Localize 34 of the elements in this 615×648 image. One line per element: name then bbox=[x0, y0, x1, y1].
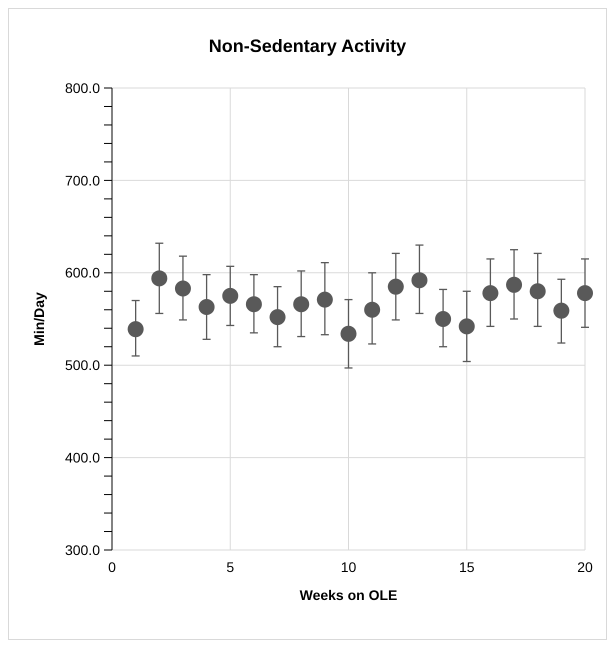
point bbox=[530, 283, 546, 300]
point bbox=[198, 298, 215, 315]
x-tick-label: 0 bbox=[108, 559, 116, 575]
y-tick-label: 600.0 bbox=[64, 264, 100, 281]
x-tick-label: 10 bbox=[340, 559, 356, 575]
point bbox=[364, 302, 380, 318]
chart-title: Non-Sedentary Activity bbox=[208, 36, 406, 56]
y-tick-label: 800.0 bbox=[64, 80, 100, 96]
point bbox=[174, 280, 191, 297]
point bbox=[388, 278, 404, 295]
point bbox=[506, 276, 522, 293]
point bbox=[151, 270, 168, 286]
point bbox=[246, 296, 262, 312]
point bbox=[270, 309, 286, 326]
y-tick-label: 400.0 bbox=[64, 450, 100, 466]
x-tick-label: 5 bbox=[226, 559, 234, 575]
x-tick-label: 20 bbox=[577, 559, 593, 575]
point bbox=[222, 288, 238, 304]
point bbox=[482, 285, 498, 302]
point bbox=[458, 318, 475, 334]
point bbox=[553, 302, 570, 319]
y-tick-label: 700.0 bbox=[64, 172, 100, 188]
x-axis-title: Weeks on OLE bbox=[300, 587, 398, 603]
y-tick-label: 500.0 bbox=[64, 357, 100, 374]
point bbox=[411, 272, 428, 288]
point bbox=[435, 311, 452, 327]
point bbox=[340, 326, 356, 342]
y-axis-title: Min/Day bbox=[31, 292, 47, 346]
point bbox=[316, 292, 333, 308]
point bbox=[293, 296, 310, 312]
x-tick-label: 15 bbox=[458, 559, 475, 575]
y-tick-label: 300.0 bbox=[64, 542, 100, 558]
point bbox=[577, 285, 593, 302]
point bbox=[128, 321, 144, 338]
